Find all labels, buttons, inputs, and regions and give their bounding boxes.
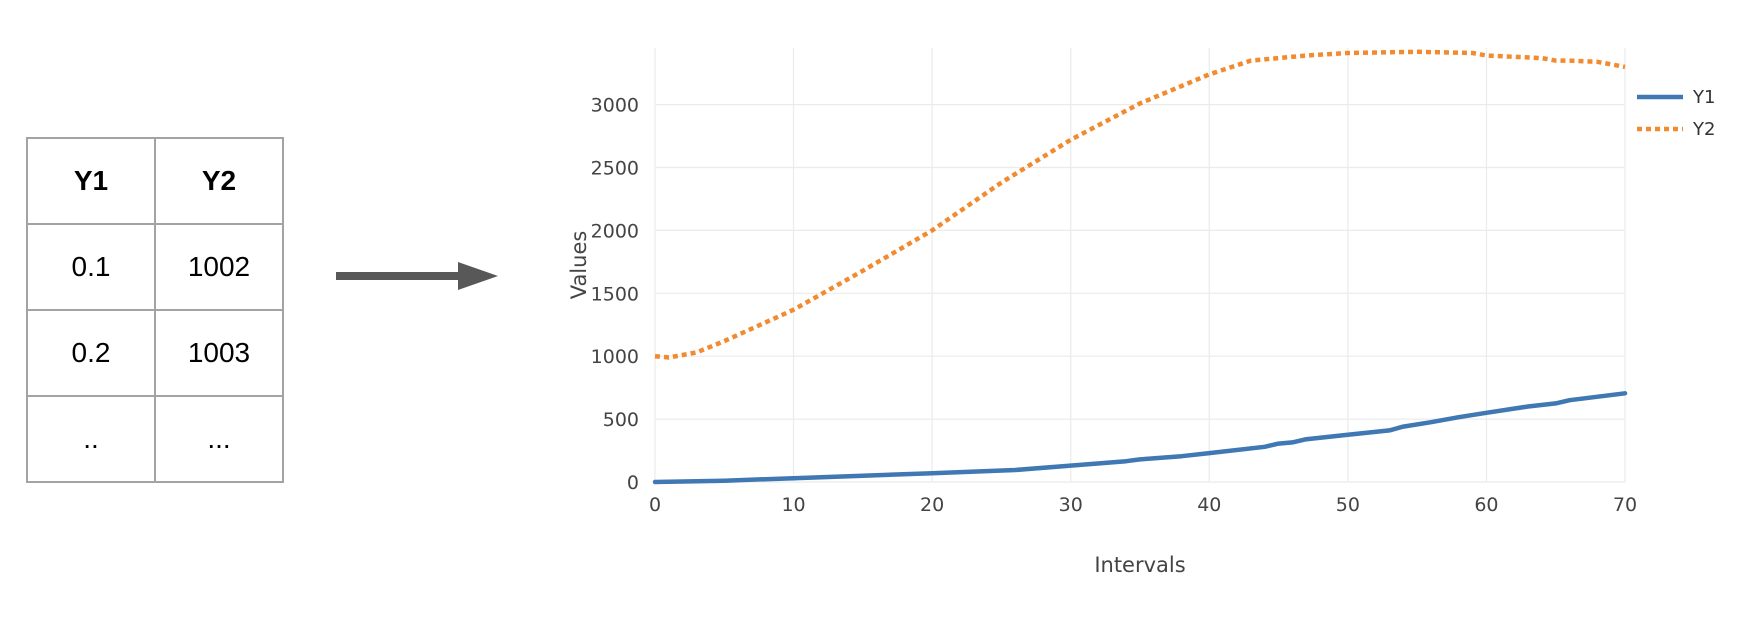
table-cell: 0.1 <box>26 223 156 311</box>
x-tick-label: 20 <box>920 494 944 516</box>
y-tick-label: 3000 <box>591 95 639 117</box>
series-line-y1 <box>652 391 1628 485</box>
series-lines <box>652 49 1628 485</box>
legend-label-y2: Y2 <box>1692 119 1715 140</box>
y-tick-label: 0 <box>627 472 639 494</box>
table-cell: .. <box>26 395 156 483</box>
table-cell: ... <box>154 395 284 483</box>
y-axis-title: Values <box>567 231 591 300</box>
x-tick-label: 60 <box>1474 494 1498 516</box>
tick-labels: 0 10 20 30 40 50 60 70 0 500 1000 1500 2000 2500 3000 <box>591 95 1637 516</box>
table-cell: 1002 <box>154 223 284 311</box>
header-y2: Y2 <box>154 137 284 225</box>
series-line-y2 <box>654 49 1626 360</box>
table-row: 0.2 1003 <box>26 309 284 397</box>
y-tick-label: 1000 <box>591 346 639 368</box>
x-tick-label: 30 <box>1059 494 1083 516</box>
x-tick-label: 10 <box>781 494 805 516</box>
x-tick-label: 70 <box>1613 494 1637 516</box>
table-cell: 0.2 <box>26 309 156 397</box>
x-tick-label: 40 <box>1197 494 1221 516</box>
y-tick-label: 1500 <box>591 283 639 305</box>
y-tick-label: 500 <box>603 409 639 431</box>
x-axis-title: Intervals <box>1094 553 1185 577</box>
grid <box>654 48 1626 483</box>
y-tick-label: 2000 <box>591 220 639 242</box>
legend-label-y1: Y1 <box>1692 87 1715 108</box>
x-tick-label: 50 <box>1336 494 1360 516</box>
legend: Y1 Y2 <box>1637 87 1715 140</box>
x-tick-label: 0 <box>649 494 661 516</box>
table-row: .. ... <box>26 395 284 483</box>
header-y1: Y1 <box>26 137 156 225</box>
table-header-row: Y1 Y2 <box>26 137 284 225</box>
table-row: 0.1 1002 <box>26 223 284 311</box>
data-table: Y1 Y2 0.1 1002 0.2 1003 .. ... <box>26 137 284 483</box>
y-tick-label: 2500 <box>591 158 639 180</box>
table-cell: 1003 <box>154 309 284 397</box>
